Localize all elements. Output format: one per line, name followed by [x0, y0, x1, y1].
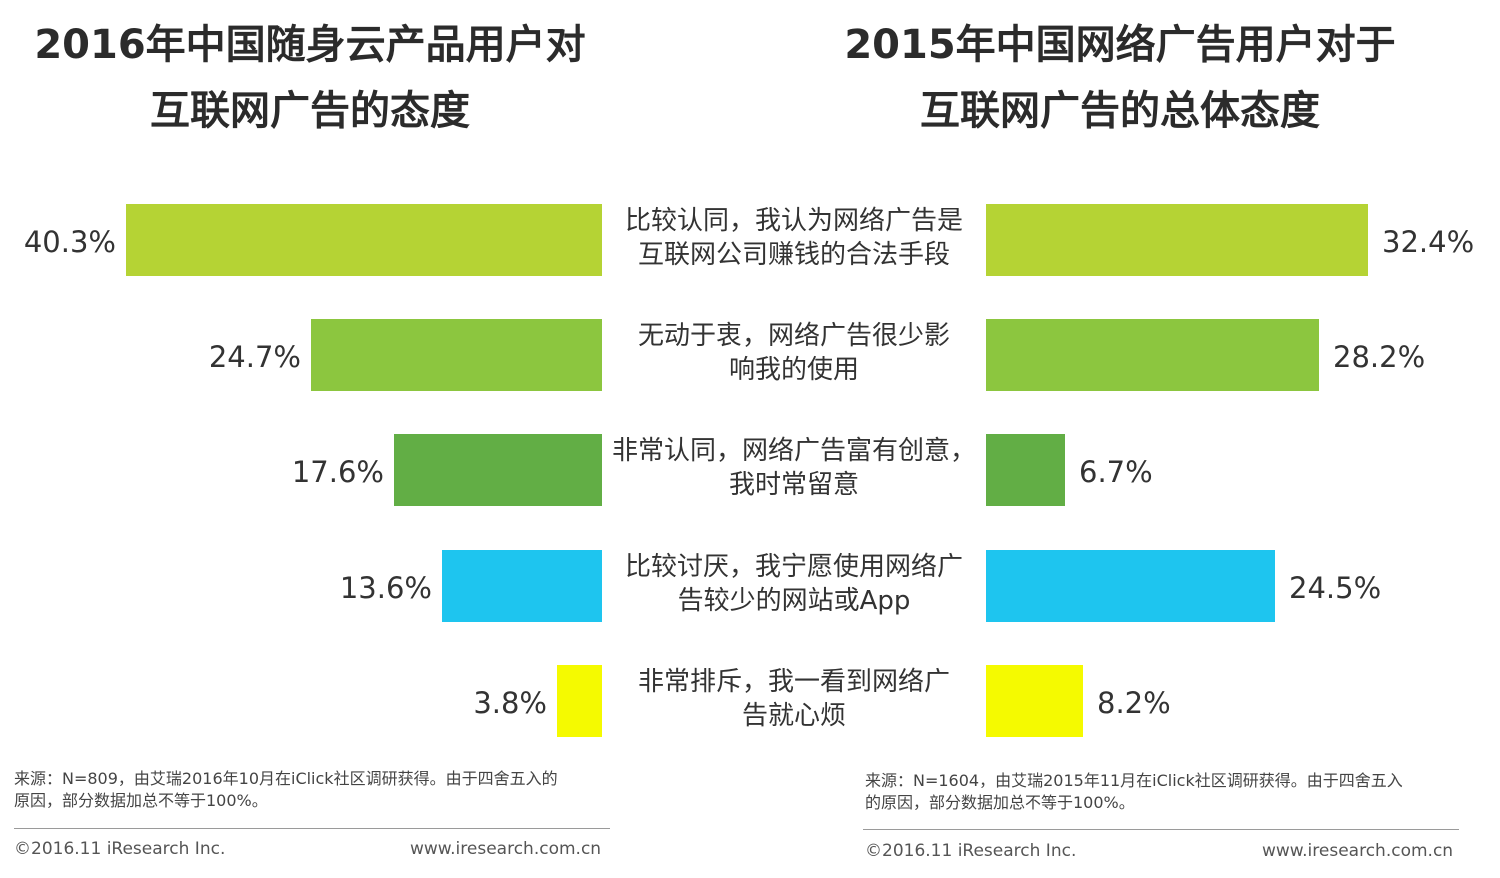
right-bar-2: [986, 319, 1319, 391]
left-value-label-4: 13.6%: [339, 571, 432, 605]
right-bar-1: [986, 204, 1368, 276]
left-bar-1: [126, 204, 602, 276]
left-title-line-2: 互联网广告的态度: [150, 88, 470, 134]
right-chart-title: 2015年中国网络广告用户对于 互联网广告的总体态度: [800, 12, 1440, 144]
left-website-url: www.iresearch.com.cn: [410, 839, 602, 859]
right-value-label-5: 8.2%: [1097, 686, 1171, 720]
category-label-5: 非常排斥，我一看到网络广 告就心烦: [596, 663, 992, 735]
category-label-2: 无动于衷，网络广告很少影 响我的使用: [596, 317, 992, 389]
category-label-1: 比较认同，我认为网络广告是 互联网公司赚钱的合法手段: [596, 202, 992, 274]
right-bar-3: [986, 434, 1065, 506]
left-footer-divider: [14, 828, 610, 829]
right-footer-divider: [863, 829, 1459, 830]
category-label-text-3: 非常认同，网络广告富有创意， 我时常留意: [612, 434, 976, 502]
left-value-label-2: 24.7%: [208, 340, 301, 374]
right-value-label-2: 28.2%: [1333, 340, 1426, 374]
left-bar-2: [311, 319, 602, 391]
category-label-line: 响我的使用: [728, 355, 859, 385]
category-label-line: 非常排斥，我一看到网络广: [637, 667, 950, 697]
right-value-label-1: 32.4%: [1382, 225, 1475, 259]
left-value-label-1: 40.3%: [23, 225, 116, 259]
category-label-text-1: 比较认同，我认为网络广告是 互联网公司赚钱的合法手段: [625, 204, 963, 272]
left-bar-4: [442, 550, 602, 622]
category-label-3: 非常认同，网络广告富有创意， 我时常留意: [596, 432, 992, 504]
category-label-line: 无动于衷，网络广告很少影: [637, 321, 950, 351]
left-value-label-3: 17.6%: [291, 455, 384, 489]
left-copyright: ©2016.11 iResearch Inc.: [14, 839, 226, 859]
right-source-line-1: 来源：N=1604，由艾瑞2015年11月在iClick社区调研获得。由于四舍五…: [865, 771, 1403, 790]
right-value-label-3: 6.7%: [1079, 455, 1153, 489]
right-copyright: ©2016.11 iResearch Inc.: [865, 841, 1077, 861]
right-value-label-4: 24.5%: [1289, 571, 1382, 605]
left-source-line-2: 原因，部分数据加总不等于100%。: [14, 791, 268, 810]
category-label-line: 比较讨厌，我宁愿使用网络广: [624, 552, 963, 582]
category-label-text-4: 比较讨厌，我宁愿使用网络广 告较少的网站或App: [625, 550, 963, 618]
right-title-line-2: 互联网广告的总体态度: [920, 88, 1320, 134]
category-label-line: 互联网公司赚钱的合法手段: [637, 240, 950, 270]
left-bar-5: [557, 665, 602, 737]
right-bar-5: [986, 665, 1083, 737]
right-source-line-2: 的原因，部分数据加总不等于100%。: [865, 793, 1135, 812]
category-label-4: 比较讨厌，我宁愿使用网络广 告较少的网站或App: [596, 548, 992, 620]
category-label-text-2: 无动于衷，网络广告很少影 响我的使用: [638, 319, 950, 387]
category-label-line: 比较认同，我认为网络广告是: [624, 206, 963, 236]
left-bar-3: [394, 434, 602, 506]
right-title-line-1: 2015年中国网络广告用户对于: [844, 22, 1396, 68]
category-label-line: 我时常留意: [728, 470, 859, 500]
left-source-line-1: 来源：N=809，由艾瑞2016年10月在iClick社区调研获得。由于四舍五入…: [14, 769, 558, 788]
right-website-url: www.iresearch.com.cn: [1262, 841, 1454, 861]
category-label-line: 告较少的网站或App: [677, 586, 911, 616]
category-label-line: 告就心烦: [741, 701, 846, 731]
left-source-note: 来源：N=809，由艾瑞2016年10月在iClick社区调研获得。由于四舍五入…: [14, 768, 654, 812]
left-title-line-1: 2016年中国随身云产品用户对: [34, 22, 586, 68]
right-source-note: 来源：N=1604，由艾瑞2015年11月在iClick社区调研获得。由于四舍五…: [865, 770, 1495, 814]
left-value-label-5: 3.8%: [473, 686, 547, 720]
left-chart-title: 2016年中国随身云产品用户对 互联网广告的态度: [0, 12, 620, 144]
right-bar-4: [986, 550, 1275, 622]
category-label-text-5: 非常排斥，我一看到网络广 告就心烦: [638, 665, 950, 733]
category-label-line: 非常认同，网络广告富有创意，: [611, 436, 976, 466]
